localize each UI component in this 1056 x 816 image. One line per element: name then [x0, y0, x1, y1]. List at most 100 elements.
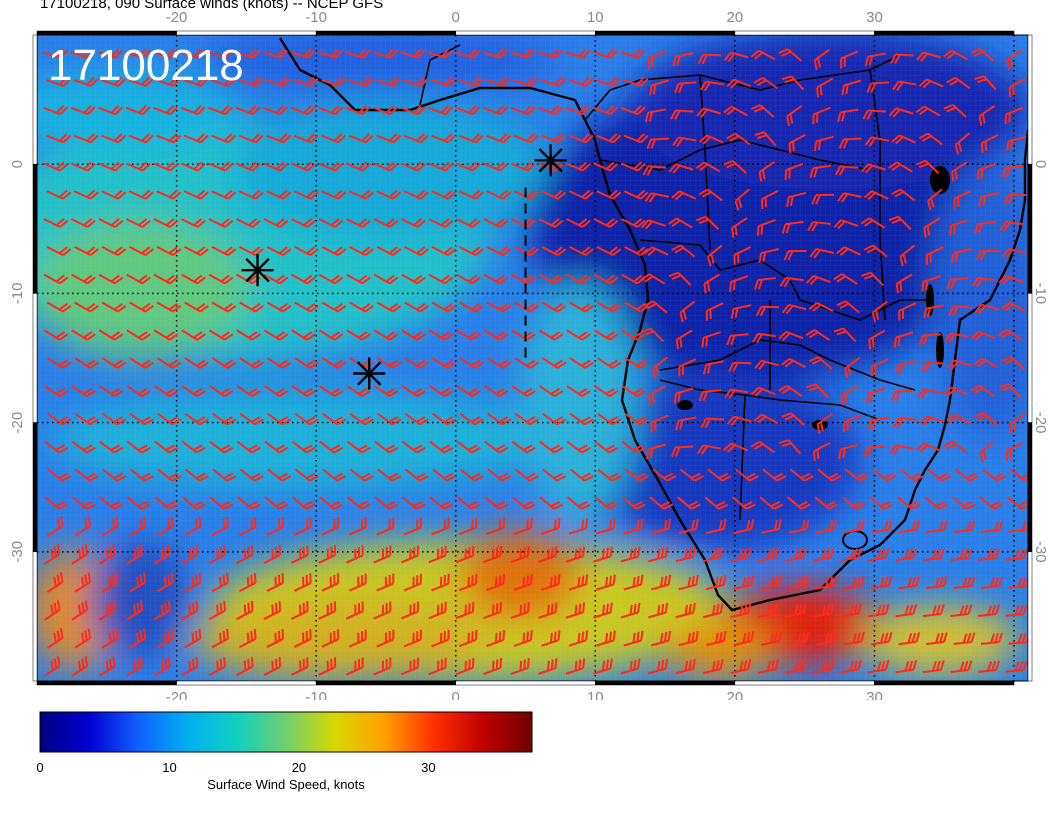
wind-barb: [647, 50, 666, 69]
wind-barb: [788, 575, 810, 590]
wind-barb: [593, 273, 619, 285]
x-tick-label-top: -20: [166, 9, 188, 26]
wind-barb: [70, 161, 96, 172]
wind-barb: [459, 412, 484, 426]
wind-barb: [781, 220, 804, 234]
wind-barb: [784, 162, 804, 181]
wind-barb: [376, 573, 395, 592]
wind-barb: [755, 305, 780, 317]
wind-barb: [891, 188, 916, 202]
wind-barb: [101, 628, 119, 649]
wind-barb: [541, 133, 567, 144]
wind-barb: [486, 574, 506, 592]
wind-barb: [927, 468, 952, 482]
star-markers: [241, 144, 567, 390]
wind-barb: [129, 516, 147, 537]
wind-barb: [888, 161, 913, 173]
wind-barb: [893, 417, 917, 428]
wind-barb: [71, 656, 89, 677]
frame-bar-left: [32, 34, 38, 165]
wind-barb: [513, 630, 533, 647]
wind-barb: [733, 631, 755, 646]
wind-barb: [511, 273, 536, 285]
wind-barb: [623, 76, 649, 87]
wind-barb: [263, 105, 289, 116]
wind-barb: [750, 49, 776, 61]
wind-barb: [208, 600, 226, 621]
wind-barb: [459, 245, 484, 257]
wind-barb: [923, 217, 941, 238]
wind-barb: [511, 496, 536, 510]
wind-barb: [668, 271, 692, 287]
wind-barb: [377, 468, 402, 482]
wind-barb: [867, 659, 890, 674]
wind-barb: [73, 133, 99, 144]
wind-barb: [238, 133, 264, 144]
wind-barb: [376, 245, 402, 257]
wind-barb: [623, 189, 649, 200]
wind-barb: [869, 496, 894, 510]
wind-barb: [74, 516, 92, 537]
wind-barb: [596, 630, 616, 647]
wind-barb: [321, 76, 346, 87]
wind-barb: [781, 75, 805, 91]
wind-barb: [813, 441, 831, 462]
colorbar: 0 10 20 30 Surface Wind Speed, knots: [36, 711, 533, 792]
wind-barb: [816, 413, 833, 435]
wind-barb: [156, 516, 174, 537]
wind-barb: [513, 574, 533, 591]
wind-barb: [870, 575, 893, 590]
wind-barb: [73, 189, 99, 200]
wind-barb: [786, 191, 807, 208]
wind-barb: [805, 329, 831, 341]
wind-barb: [785, 547, 807, 562]
wind-barb: [833, 327, 857, 343]
wind-barb: [212, 412, 237, 426]
wind-barb: [459, 468, 484, 482]
wind-barb: [125, 48, 151, 59]
wind-barb: [373, 105, 399, 116]
wind-barb: [596, 76, 621, 87]
wind-barb: [290, 218, 316, 228]
wind-barb: [696, 215, 720, 230]
wind-barb: [898, 302, 917, 321]
wind-barb: [400, 218, 426, 228]
wind-barb: [510, 105, 536, 116]
wind-barb: [723, 159, 747, 174]
wind-barb: [651, 574, 672, 591]
wind-barb: [702, 360, 725, 375]
wind-barb: [184, 301, 209, 313]
wind-barb: [566, 273, 591, 285]
x-tick-label-bottom: 30: [866, 689, 883, 700]
wind-barb: [486, 76, 511, 87]
wind-barb: [624, 468, 649, 482]
wind-barb: [731, 496, 756, 510]
wind-barb: [643, 300, 668, 314]
wind-barb: [568, 630, 589, 647]
wind-barb: [668, 163, 694, 174]
wind-barb: [724, 388, 749, 400]
wind-barb: [126, 656, 144, 677]
wind-barb: [778, 439, 802, 455]
wind-barb: [946, 76, 971, 90]
wind-barb: [236, 600, 254, 621]
wind-barb: [184, 572, 202, 593]
wind-barb: [239, 468, 264, 482]
frame-bar-left: [32, 293, 38, 423]
wind-barb: [486, 245, 512, 257]
wind-barb: [208, 161, 234, 172]
wind-barb: [211, 301, 237, 313]
wind-barb: [596, 189, 622, 200]
wind-barb: [70, 218, 96, 228]
wind-barb: [293, 517, 312, 536]
wind-barb: [290, 105, 316, 116]
wind-barb: [377, 412, 402, 426]
wind-barb: [1005, 548, 1028, 561]
wind-barb: [621, 496, 646, 510]
wind-barb: [71, 544, 89, 565]
wind-barb: [129, 628, 147, 649]
wind-barb: [695, 161, 721, 173]
wind-barb: [128, 189, 154, 200]
wind-barb: [597, 468, 622, 482]
wind-barb: [812, 547, 835, 562]
